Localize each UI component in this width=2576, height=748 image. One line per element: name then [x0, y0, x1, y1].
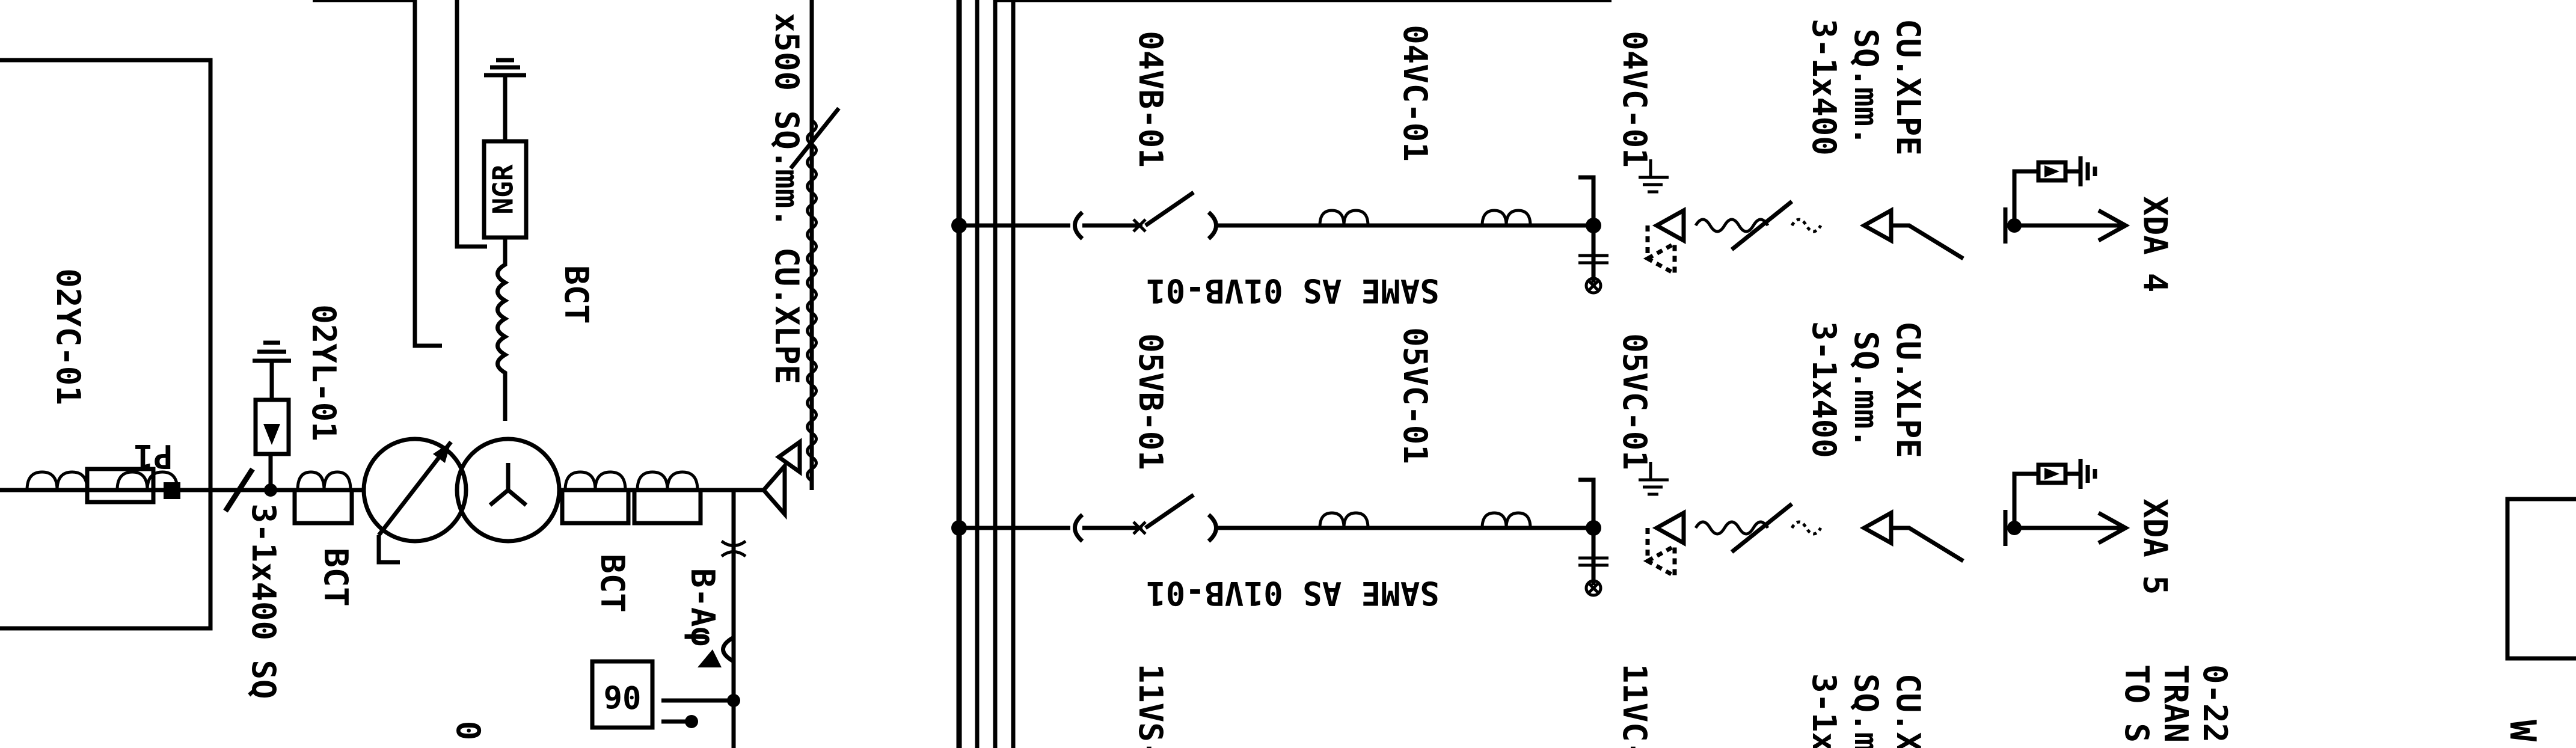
breaker-phase-label: B-Aφ — [684, 568, 722, 646]
partial-label: 0 — [449, 721, 487, 741]
main-cable-label: x500 SQ.mm. CU.XLPE — [768, 13, 806, 384]
bottom-label-3c: CU.X — [1889, 673, 1927, 748]
bottom-label-3b: SQ.m — [1847, 673, 1885, 748]
surge-arrester-icon — [253, 340, 291, 490]
relay-box-label: 06 — [604, 678, 642, 714]
bottom-label-3a: 3-1x — [1805, 673, 1843, 748]
feeder-note: SAME AS 01VB-01 — [1146, 574, 1440, 612]
feeder-cable-line3: CU.XLPE — [1889, 19, 1927, 156]
p1-label: P1 — [133, 437, 173, 475]
feeder-breaker-label: 05VB-01 — [1132, 333, 1170, 470]
transformer-icon — [361, 437, 562, 565]
bct-box-2 — [560, 470, 703, 526]
feeder-ct2-label: 05VC-01 — [1616, 333, 1654, 470]
right-edge-label: W — [2501, 720, 2544, 742]
feeder-cable-line3: CU.XLPE — [1889, 321, 1927, 458]
bottom-label-4a: TO S — [2118, 664, 2156, 743]
feeder-ct2-label: 04VC-01 — [1616, 31, 1654, 168]
bottom-label-1: 11VS- — [1132, 664, 1170, 748]
ct-label-02yc: 02YC-01 — [49, 268, 87, 405]
right-edge-box: W — [2501, 497, 2576, 742]
feeder-note: SAME AS 01VB-01 — [1146, 272, 1440, 310]
ct-coils-left — [25, 467, 179, 504]
feeder-breaker-label: 04VB-01 — [1132, 31, 1170, 168]
feeder-4: 04VB-01 04VC-01 SAME AS 01VB-01 04VC-01 … — [951, 19, 2174, 310]
feeder-terminal: XDA — [2136, 196, 2174, 255]
earth-icon — [484, 58, 526, 99]
relay-box-06: 06 — [590, 659, 655, 730]
feeder-number: 4 — [2136, 273, 2174, 293]
left-transformer-section: NGR P1 02YC-01 02YL-01 3-1 — [0, 0, 841, 748]
main-busbar — [956, 0, 1612, 748]
feeder-cable-line1: 3-1x400 — [1805, 19, 1843, 156]
bct-label-1: BCT — [317, 548, 355, 607]
bct-label-2: BCT — [593, 554, 631, 613]
feeder-cable-line1: 3-1x400 — [1805, 321, 1843, 458]
bottom-partial-row: 11VS- 11VC- 3-1x SQ.m CU.X TO S TRAN 0-2… — [1132, 664, 2234, 748]
bct-box-1 — [292, 470, 354, 526]
junction-dot — [264, 483, 277, 497]
ngr-label: NGR — [487, 164, 520, 214]
ct-label-02yl: 02YL-01 — [305, 304, 343, 441]
feeder-terminal: XDA — [2136, 498, 2174, 557]
feeder-ct-label: 05VC-01 — [1396, 327, 1434, 464]
left-cable-label: 3-1x400 SQ — [245, 503, 283, 699]
bottom-label-4b: TRAN — [2157, 664, 2195, 743]
bottom-label-4c: 0-22 — [2196, 664, 2234, 743]
terminal-square-icon — [164, 482, 180, 499]
bct-label-3: BCT — [557, 265, 595, 324]
feeder-cable-line2: SQ.mm. — [1847, 331, 1885, 448]
feeder-ct-label: 04VC-01 — [1396, 25, 1434, 162]
ngr-resistor: NGR — [482, 58, 529, 253]
feeder-cable-line2: SQ.mm. — [1847, 28, 1885, 146]
feeder-5: 05VB-01 05VC-01 SAME AS 01VB-01 05VC-01 … — [951, 321, 2174, 612]
feeder-number: 5 — [2136, 575, 2174, 595]
bottom-label-2: 11VC- — [1616, 664, 1654, 748]
